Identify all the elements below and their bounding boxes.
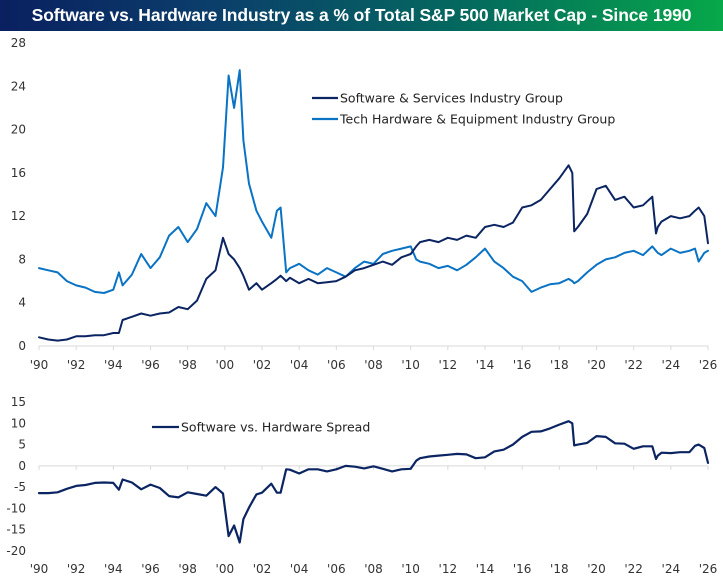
y-tick-label: 10 xyxy=(11,416,26,430)
legend-label: Software & Services Industry Group xyxy=(340,91,563,106)
y-tick-label: 24 xyxy=(11,79,26,93)
x-tick-label: '96 xyxy=(141,358,160,372)
x-tick-label: '94 xyxy=(104,562,123,576)
y-tick-label: -15 xyxy=(6,523,26,537)
x-tick-label: '10 xyxy=(401,562,420,576)
x-tick-label: '90 xyxy=(30,562,49,576)
x-tick-label: '06 xyxy=(327,562,346,576)
x-tick-label: '04 xyxy=(290,562,309,576)
x-tick-label: '96 xyxy=(141,562,160,576)
y-tick-label: 28 xyxy=(11,36,26,50)
x-tick-label: '04 xyxy=(290,358,309,372)
x-tick-label: '20 xyxy=(587,562,606,576)
y-tick-label: 20 xyxy=(11,123,26,137)
legend-label: Tech Hardware & Equipment Industry Group xyxy=(339,112,615,127)
y-tick-label: 12 xyxy=(11,209,26,223)
x-tick-label: '92 xyxy=(67,562,86,576)
x-tick-label: '16 xyxy=(513,562,532,576)
x-tick-label: '24 xyxy=(662,562,681,576)
bottom-panel: '90 '92 '94 '96 '98 '00 '02 '04 '06 '08 '10 '12 '14 '… xyxy=(6,395,717,576)
top-panel: '90 '92 '94 '96 '98 '00 '02 '04 '06 '08 '10 '12 '14 '… xyxy=(11,36,718,372)
x-tick-label: '14 xyxy=(476,358,495,372)
x-tick-label: '26 xyxy=(699,358,718,372)
x-tick-label: '12 xyxy=(439,358,458,372)
legend-label: Software vs. Hardware Spread xyxy=(181,420,370,435)
x-tick-label: '92 xyxy=(67,358,86,372)
x-tick-label: '24 xyxy=(662,358,681,372)
y-tick-label: -5 xyxy=(14,480,26,494)
x-tick-label: '16 xyxy=(513,358,532,372)
y-tick-label: -20 xyxy=(6,544,26,558)
x-tick-label: '02 xyxy=(253,562,272,576)
x-tick-label: '10 xyxy=(401,358,420,372)
x-tick-label: '02 xyxy=(253,358,272,372)
x-tick-label: '00 xyxy=(216,358,235,372)
y-tick-label: 0 xyxy=(18,339,26,353)
x-tick-label: '22 xyxy=(624,562,643,576)
x-tick-label: '06 xyxy=(327,358,346,372)
x-tick-label: '90 xyxy=(30,358,49,372)
y-tick-label: -10 xyxy=(6,501,26,515)
y-tick-label: 5 xyxy=(18,438,26,452)
chart-title: Software vs. Hardware Industry as a % of… xyxy=(0,0,723,31)
x-tick-label: '94 xyxy=(104,358,123,372)
x-tick-label: '98 xyxy=(178,562,197,576)
x-tick-label: '14 xyxy=(476,562,495,576)
x-tick-label: '08 xyxy=(364,358,383,372)
x-tick-label: '98 xyxy=(178,358,197,372)
y-tick-label: 8 xyxy=(18,252,26,266)
x-tick-label: '08 xyxy=(364,562,383,576)
y-tick-label: 15 xyxy=(11,395,26,409)
x-tick-label: '18 xyxy=(550,562,569,576)
x-tick-label: '18 xyxy=(550,358,569,372)
series-line-software-vs-hardware-spread xyxy=(37,420,710,544)
y-tick-label: 4 xyxy=(18,296,26,310)
x-tick-label: '20 xyxy=(587,358,606,372)
series-line-tech-hardware-equipment-industry-group xyxy=(38,69,709,294)
y-tick-label: 16 xyxy=(11,166,26,180)
x-tick-label: '12 xyxy=(439,562,458,576)
x-tick-label: '00 xyxy=(216,562,235,576)
series-line-software-services-industry-group xyxy=(38,164,709,342)
x-tick-label: '22 xyxy=(624,358,643,372)
y-tick-label: 0 xyxy=(18,459,26,473)
x-tick-label: '26 xyxy=(699,562,718,576)
